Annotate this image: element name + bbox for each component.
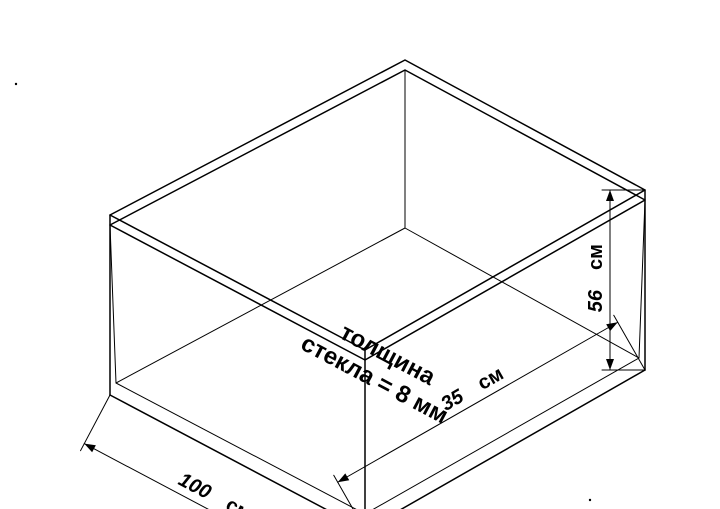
isometric-box-diagram: 100см35см56смтолщинастекла = 8 мм	[0, 0, 720, 509]
dimension-unit: см	[585, 244, 607, 270]
dimension-unit: см	[222, 494, 255, 509]
dimension-value: 100	[175, 469, 215, 504]
dimension-value: 56	[585, 289, 607, 312]
glass-thickness-label: толщинастекла = 8 мм	[296, 305, 465, 430]
dimension-unit: см	[474, 363, 507, 395]
